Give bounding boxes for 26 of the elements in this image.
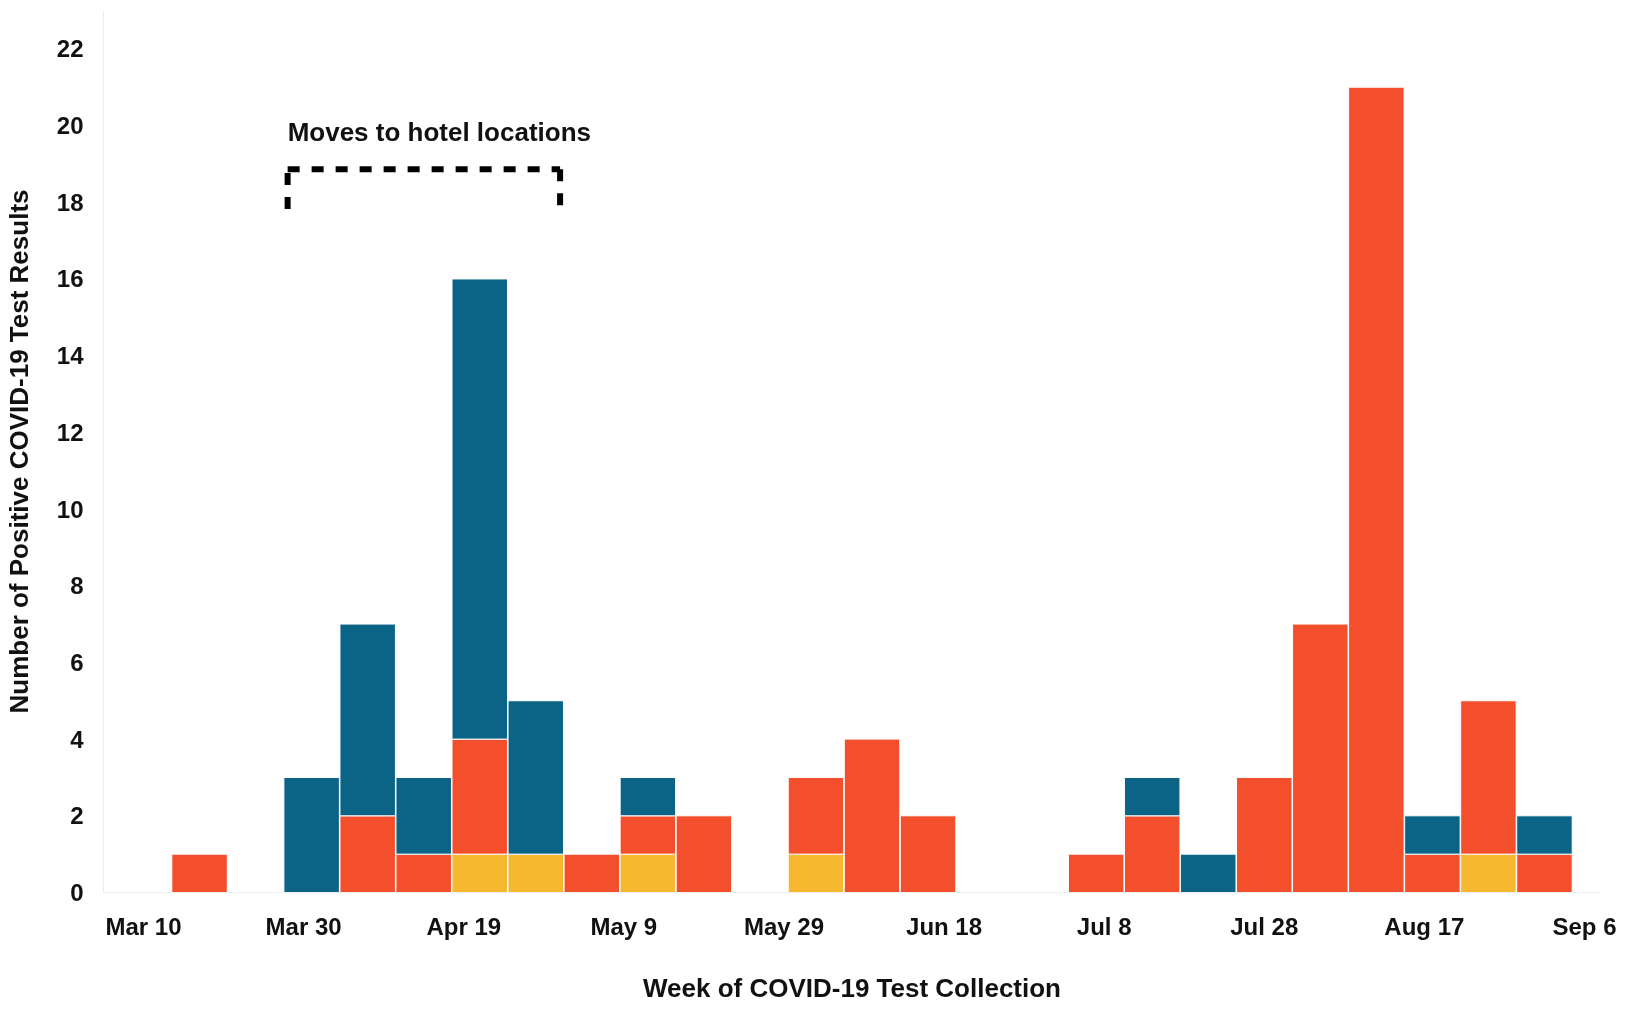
bar	[171, 853, 228, 893]
x-axis-title: Week of COVID-19 Test Collection	[643, 972, 1062, 1003]
x-tick-label: Mar 10	[105, 912, 182, 940]
y-tick-label: 0	[70, 879, 84, 906]
y-tick-label: 12	[56, 418, 84, 446]
x-tick-label: Sep 6	[1552, 912, 1617, 940]
y-tick-label: 4	[70, 725, 85, 753]
y-axis-title: Number of Positive COVID-19 Test Results	[3, 189, 34, 714]
x-tick-label: Apr 19	[426, 912, 502, 940]
y-tick-label: 14	[56, 342, 85, 370]
y-tick-label: 6	[70, 648, 84, 676]
x-tick-label: Mar 30	[265, 912, 342, 940]
y-tick-label: 18	[56, 188, 84, 216]
x-tick-label: Jul 8	[1076, 912, 1132, 940]
x-tick-label: Jun 18	[906, 912, 983, 940]
annotation: Moves to hotel locations	[287, 117, 592, 148]
y-tick-label: 10	[56, 495, 84, 523]
x-tick-label: May 29	[743, 912, 824, 940]
y-tick-label: 2	[70, 802, 84, 830]
x-tick-label: Aug 17	[1384, 912, 1465, 940]
y-tick-label: 22	[56, 35, 84, 63]
y-tick-label: 16	[56, 265, 84, 293]
y-tick-label: 8	[70, 572, 84, 600]
x-tick-label: Jul 28	[1230, 912, 1299, 940]
x-tick-label: May 9	[590, 912, 658, 940]
y-tick-label: 20	[56, 112, 84, 140]
